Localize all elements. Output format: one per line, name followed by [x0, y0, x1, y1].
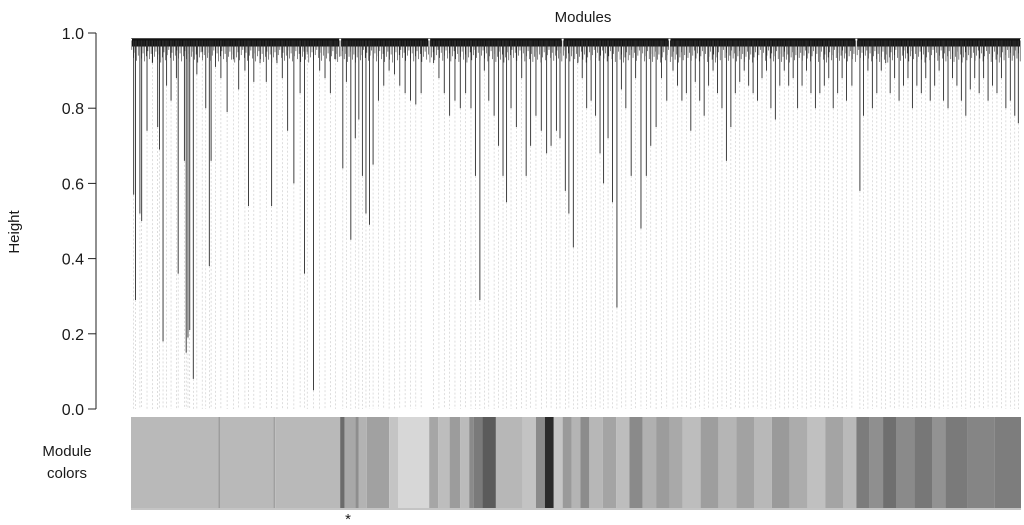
module-color-segment	[460, 417, 470, 508]
module-color-segment	[825, 417, 843, 508]
color-bar-label-line1: Module	[42, 443, 91, 460]
module-color-segment	[883, 417, 897, 508]
y-tick-label: 0.4	[62, 252, 84, 269]
module-color-segment	[495, 417, 523, 508]
color-bar-label-line2: colors	[47, 465, 87, 482]
module-color-segment	[669, 417, 683, 508]
module-color-segment	[682, 417, 701, 508]
dendrogram-leaves	[131, 40, 1021, 391]
module-color-segment	[273, 417, 276, 508]
module-color-segment	[473, 417, 483, 508]
cluster-merge-bars	[131, 38, 1021, 47]
y-tick-label: 0.0	[62, 402, 84, 419]
module-color-segment	[869, 417, 884, 508]
module-color-segment	[535, 417, 545, 508]
module-color-segment	[220, 417, 274, 508]
y-tick-label: 0.2	[62, 327, 84, 344]
module-color-segment	[482, 417, 496, 508]
module-color-segment	[469, 417, 474, 508]
chart-title: Modules	[555, 9, 612, 26]
y-tick-label: 0.8	[62, 101, 84, 118]
module-color-segment	[994, 417, 1021, 508]
module-color-segment	[366, 417, 390, 508]
module-color-segment	[718, 417, 737, 508]
module-color-segment	[389, 417, 398, 508]
cluster-merge-bar	[132, 38, 340, 47]
module-color-segment	[580, 417, 590, 508]
module-color-segment	[340, 417, 345, 508]
module-color-segment	[789, 417, 808, 508]
module-color-segment	[429, 417, 439, 508]
module-color-segment	[856, 417, 870, 508]
module-color-segment	[807, 417, 826, 508]
module-color-segment	[571, 417, 581, 508]
module-color-segment	[771, 417, 790, 508]
module-color-bar	[131, 417, 1021, 510]
module-color-segment	[358, 417, 367, 508]
module-color-segment	[932, 417, 946, 508]
module-color-segment	[275, 417, 341, 508]
module-color-segment	[544, 417, 554, 508]
cluster-merge-bar	[563, 38, 669, 47]
y-tick-label: 1.0	[62, 26, 84, 43]
y-tick-label: 0.6	[62, 176, 84, 193]
module-color-segment	[562, 417, 572, 508]
module-color-segment	[736, 417, 754, 508]
module-color-segment	[344, 417, 356, 508]
module-color-segment	[642, 417, 657, 508]
module-color-segment	[616, 417, 630, 508]
module-color-segment	[449, 417, 461, 508]
module-color-segment	[656, 417, 670, 508]
y-axis-label: Height	[6, 209, 23, 253]
module-color-segment	[438, 417, 450, 508]
cluster-merge-bar	[670, 38, 856, 47]
module-color-segment	[398, 417, 430, 508]
module-color-segment	[602, 417, 617, 508]
module-color-segment	[522, 417, 536, 508]
module-color-segment	[843, 417, 857, 508]
module-color-segment	[629, 417, 643, 508]
module-color-segment	[914, 417, 932, 508]
module-color-segment	[945, 417, 968, 508]
module-color-segment	[131, 417, 219, 508]
module-color-segment	[754, 417, 772, 508]
cluster-marker-asterisk: *	[345, 511, 351, 525]
module-color-segment	[700, 417, 719, 508]
module-color-segment	[355, 417, 359, 508]
y-axis-ticks: 0.0 0.2 0.4 0.6 0.8 1.0	[62, 26, 96, 419]
module-color-segment	[553, 417, 563, 508]
leaf-guide-lines	[133, 51, 1019, 409]
module-color-segment	[218, 417, 220, 508]
module-color-segment	[967, 417, 995, 508]
module-color-segment	[896, 417, 915, 508]
module-color-segment	[589, 417, 603, 508]
